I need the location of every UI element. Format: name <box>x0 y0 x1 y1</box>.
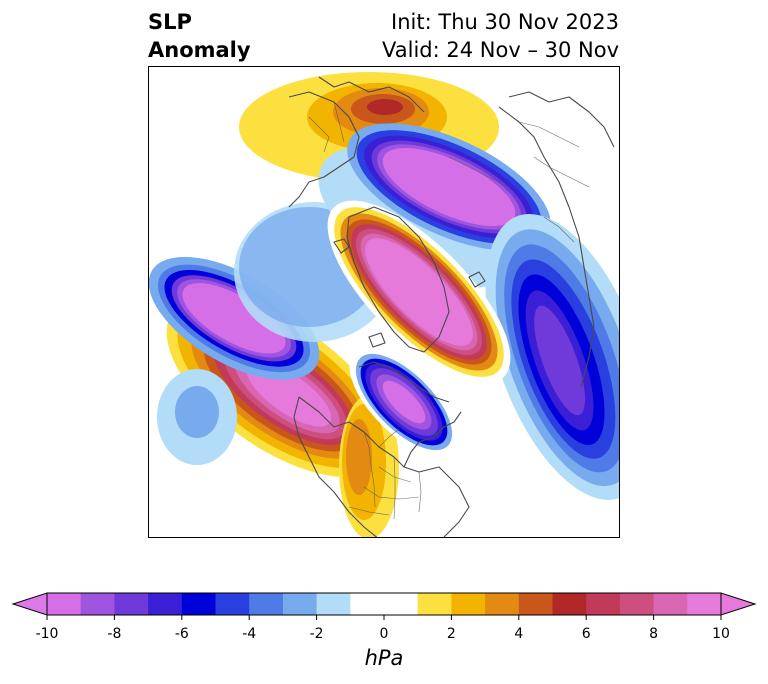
negative-anomaly-pacific-small <box>157 369 237 465</box>
colorbar-segment <box>80 593 115 615</box>
negative-anomaly-arctic <box>327 200 511 384</box>
map-svg <box>149 72 619 537</box>
positive-anomaly-western-us <box>339 395 399 537</box>
colorbar-segments <box>47 593 722 615</box>
colorbar-tick-label: -6 <box>174 626 189 642</box>
colorbar-segment <box>653 593 688 615</box>
colorbar-segment <box>215 593 250 615</box>
colorbar-tick-label: -4 <box>242 626 257 642</box>
colorbar-segment <box>552 593 587 615</box>
colorbar-segment <box>282 593 318 615</box>
colorbar-tick-label: 10 <box>712 626 730 642</box>
colorbar-segment <box>384 593 419 615</box>
colorbar-segment <box>518 593 553 615</box>
coastlines <box>288 76 615 537</box>
colorbar-tick-label: 2 <box>446 626 456 642</box>
colorbar-segment <box>350 593 385 615</box>
colorbar-segment <box>114 593 149 615</box>
colorbar-tick-label: 0 <box>379 626 389 642</box>
colorbar-tick-label: 6 <box>581 626 591 642</box>
colorbar-segment <box>451 593 486 615</box>
colorbar-segment <box>249 593 284 615</box>
colorbar-segment <box>417 593 452 615</box>
colorbar-under-arrow <box>11 592 48 616</box>
colorbar-segment <box>316 593 351 615</box>
map-title: SLP Anomaly <box>148 8 251 64</box>
colorbar-segment <box>181 593 216 615</box>
negative-anomaly-hudson-bay <box>349 347 459 457</box>
colorbar-tick-label: 8 <box>649 626 659 642</box>
colorbar-segment <box>586 593 621 615</box>
negative-anomaly-north-pacific <box>485 214 619 500</box>
colorbar <box>11 592 757 620</box>
negative-anomaly-north-atlantic <box>149 256 320 380</box>
colorbar-over-arrow <box>720 592 757 616</box>
title-variable: SLP <box>148 10 192 34</box>
negative-anomaly-east-asia <box>347 123 551 251</box>
colorbar-tick-label: -8 <box>107 626 122 642</box>
colorbar-segment <box>687 593 722 615</box>
title-quantity: Anomaly <box>148 38 251 62</box>
colorbar-segment <box>619 593 655 615</box>
colorbar-segment <box>148 593 183 615</box>
anomaly-map <box>148 66 620 538</box>
colorbar-ticks <box>46 615 722 620</box>
colorbar-tick-label: -10 <box>35 626 59 642</box>
colorbar-segment <box>47 593 82 615</box>
valid-range: Valid: 24 Nov – 30 Nov <box>382 38 619 62</box>
colorbar-unit-label: hPa <box>364 646 404 670</box>
forecast-dates: Init: Thu 30 Nov 2023 Valid: 24 Nov – 30… <box>382 8 619 64</box>
colorbar-segment <box>485 593 520 615</box>
colorbar-tick-label: -2 <box>309 626 324 642</box>
colorbar-tick-label: 4 <box>514 626 524 642</box>
init-date: Init: Thu 30 Nov 2023 <box>391 10 619 34</box>
country-borders <box>308 101 590 520</box>
